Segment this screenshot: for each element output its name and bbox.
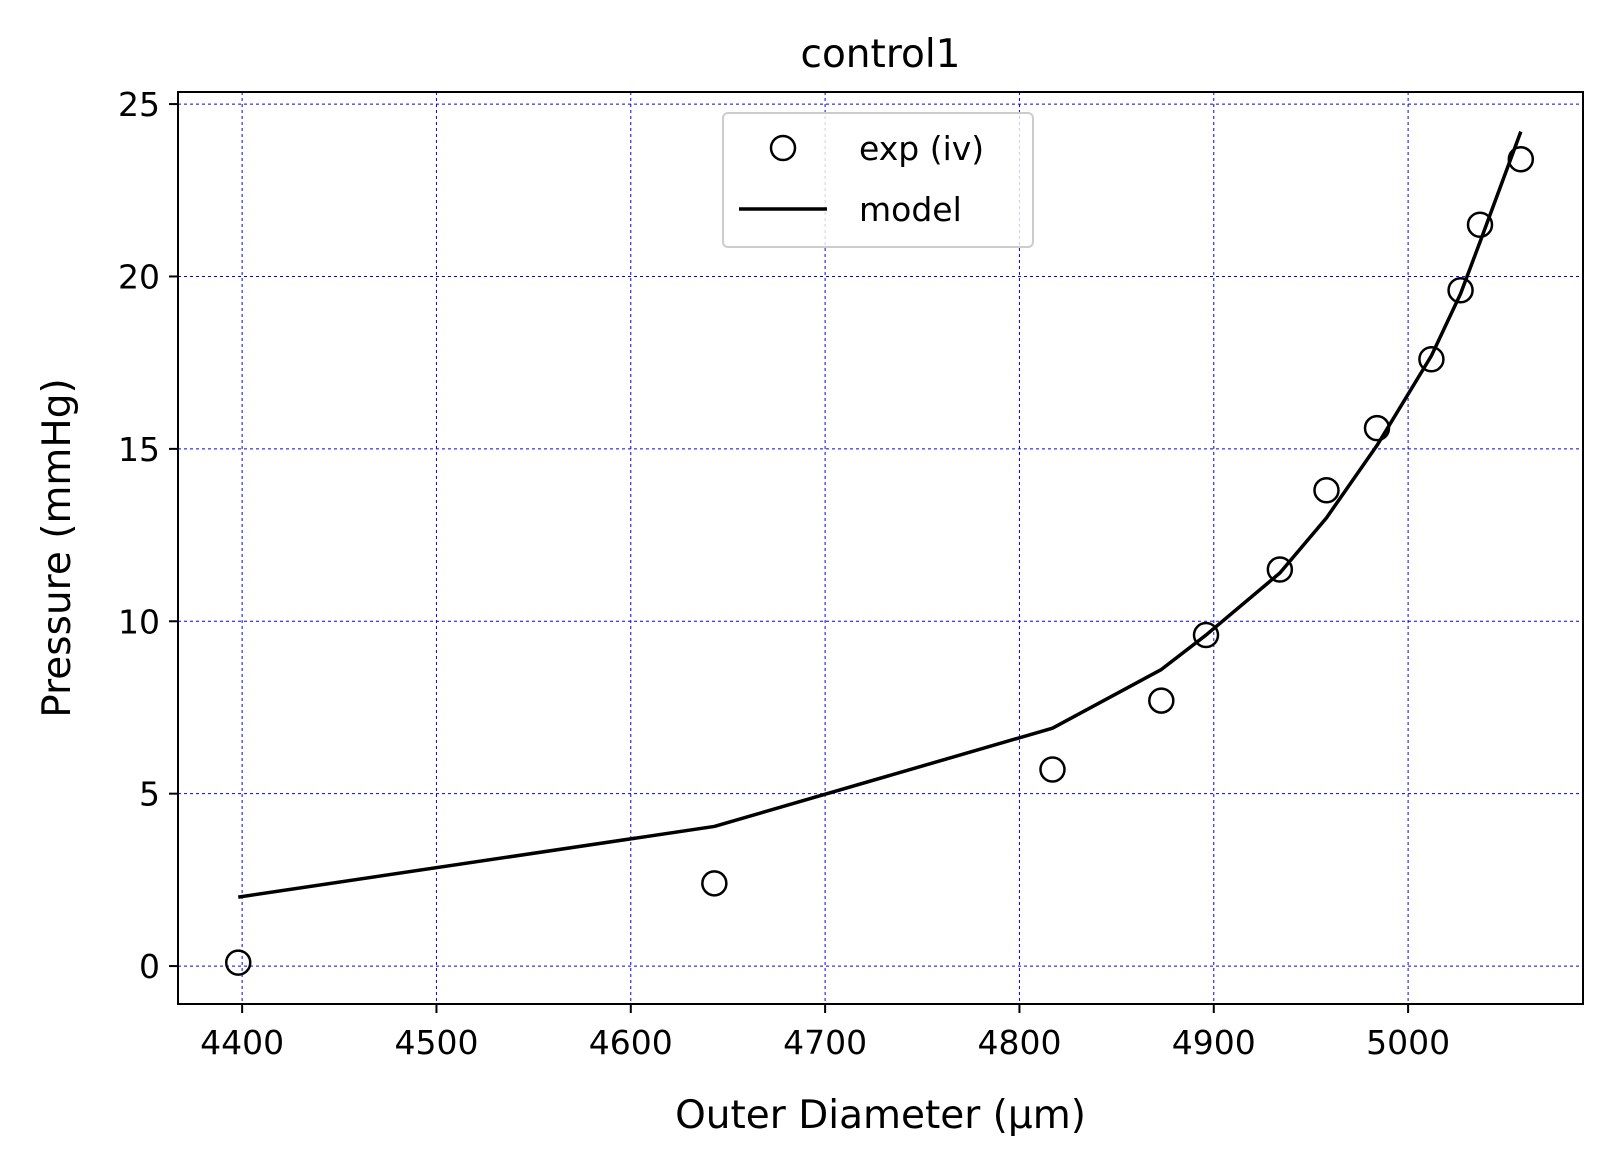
y-tick-label: 15 bbox=[118, 430, 160, 469]
exp-point bbox=[1466, 211, 1494, 238]
y-tick-label: 10 bbox=[118, 602, 160, 641]
x-tick-label: 4900 bbox=[1172, 1023, 1256, 1062]
exp-point bbox=[1418, 345, 1445, 373]
exp-point bbox=[224, 949, 252, 976]
x-tick-label: 4500 bbox=[394, 1023, 478, 1062]
chart-title: control1 bbox=[801, 32, 961, 77]
legend-box bbox=[722, 112, 1034, 248]
x-tick-label: 4700 bbox=[783, 1023, 867, 1062]
legend-label-exp: exp (iv) bbox=[859, 129, 984, 168]
model-line-layer bbox=[237, 131, 1523, 899]
exp-point bbox=[1447, 277, 1474, 304]
exp-point bbox=[701, 870, 728, 897]
exp-point bbox=[1039, 756, 1066, 783]
x-tick-label: 4400 bbox=[200, 1023, 284, 1062]
y-ticks: 0 5 10 15 20 25 bbox=[118, 85, 178, 986]
x-tick-label: 5000 bbox=[1366, 1023, 1450, 1062]
exp-point bbox=[1192, 621, 1220, 649]
x-axis-label: Outer Diameter (μm) bbox=[675, 1093, 1086, 1138]
exp-point bbox=[1266, 556, 1294, 583]
exp-point bbox=[1507, 145, 1535, 173]
y-axis-label: Pressure (mmHg) bbox=[35, 378, 80, 717]
legend: exp (iv) model bbox=[722, 112, 1034, 248]
exp-point bbox=[1313, 476, 1340, 504]
exp-points-layer bbox=[224, 145, 1535, 976]
x-tick-label: 4800 bbox=[977, 1023, 1061, 1062]
model-line bbox=[237, 131, 1523, 899]
exp-point bbox=[1148, 687, 1175, 714]
legend-marker-exp bbox=[769, 134, 797, 162]
exp-point bbox=[1363, 414, 1391, 442]
y-tick-label: 0 bbox=[139, 947, 160, 986]
x-ticks: 4400 4500 4600 4700 4800 4900 5000 bbox=[200, 1004, 1450, 1062]
y-tick-label: 20 bbox=[118, 257, 160, 296]
y-tick-label: 25 bbox=[118, 85, 160, 124]
legend-label-model: model bbox=[859, 190, 962, 229]
axes-frame bbox=[177, 91, 1584, 1005]
y-tick-label: 5 bbox=[139, 775, 160, 814]
x-tick-label: 4600 bbox=[589, 1023, 673, 1062]
